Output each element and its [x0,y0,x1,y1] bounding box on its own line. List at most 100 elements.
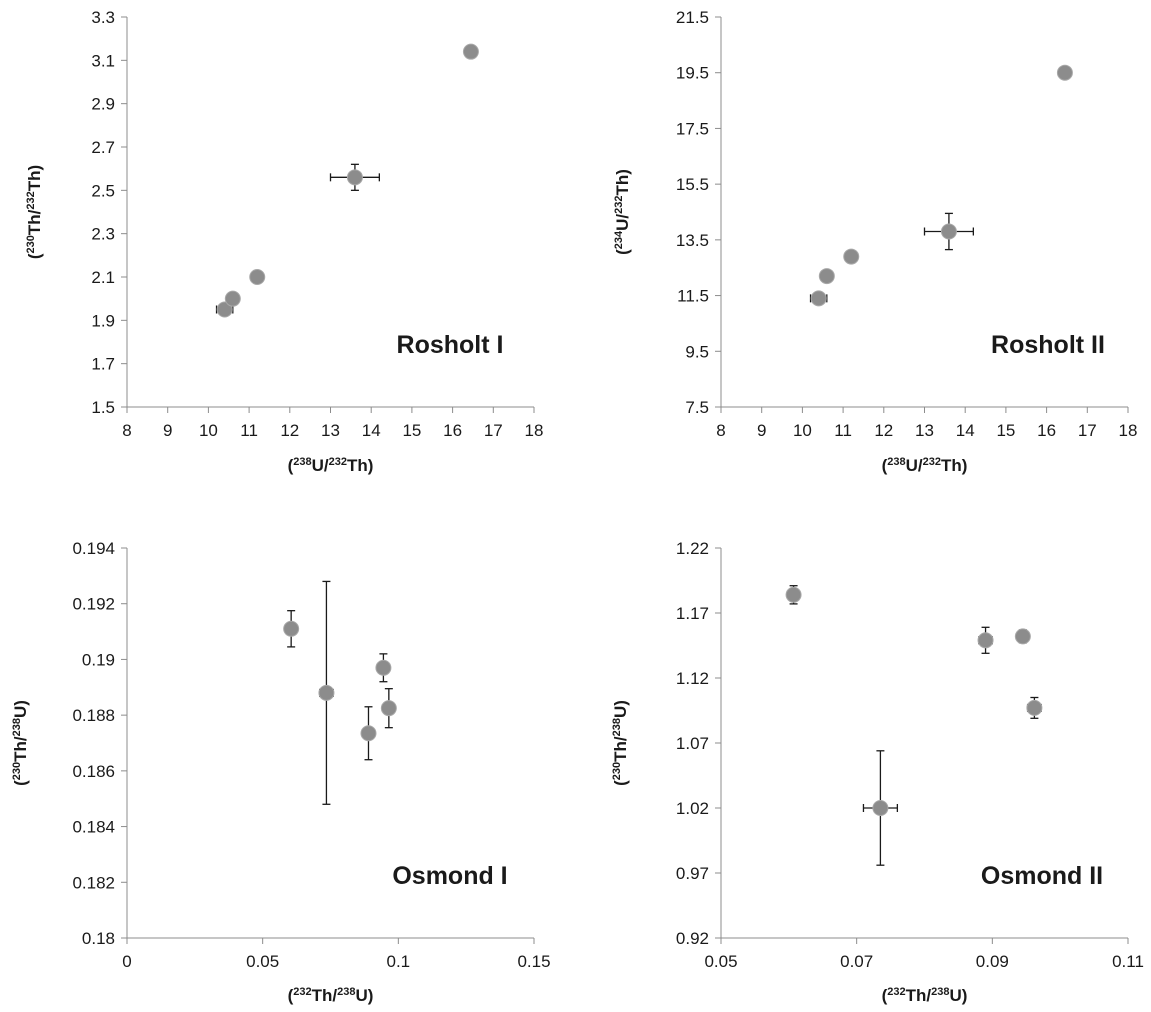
chart-panel-2: 7.5 9.5 11.5 13.5 15.5 17.5 19.5 21.5 8 9 10 11 12 13… [613,8,1137,475]
y-tick-label: 15.5 [676,175,709,194]
x-axis-label: (238U/232Th) [288,456,374,475]
data-point [923,212,974,251]
x-tick-label: 12 [280,421,299,440]
y-tick-label: 0.19 [82,650,115,669]
y-tick-label: 2.7 [91,138,115,157]
y-axis-label: (234U/232Th) [613,169,632,255]
x-tick-label: 12 [874,421,893,440]
x-tick-label: 18 [1119,421,1138,440]
data-point [360,706,377,761]
x-axis-label: (238U/232Th) [882,456,968,475]
y-tick-label: 1.9 [91,311,115,330]
data-point [249,269,266,285]
data-point [329,163,380,191]
point-marker [360,725,377,742]
x-tick-label: 9 [757,421,766,440]
x-tick-label: 10 [199,421,218,440]
y-tick-label: 2.1 [91,268,115,287]
x-tick-label: 11 [240,421,258,440]
data-point [977,626,994,654]
data-point [1056,64,1073,81]
y-tick-label: 1.17 [676,604,709,623]
y-tick-label: 3.3 [91,8,115,27]
point-marker [380,700,397,717]
y-tick-label: 1.5 [91,398,115,417]
x-tick-label: 17 [1078,421,1097,440]
y-tick-label: 11.5 [677,287,709,306]
data-point [843,248,860,265]
x-tick-label: 15 [996,421,1015,440]
x-tick-label: 0.15 [517,952,550,971]
y-axis-label: (230Th/238U) [11,700,30,786]
data-point [283,610,300,648]
chart-panel-3: 0.18 0.182 0.184 0.186 0.188 0.19 0.192 0.194 0 0… [11,539,551,1005]
x-tick-label: 9 [163,421,172,440]
x-tick-label: 13 [321,421,340,440]
x-tick-label: 16 [1037,421,1056,440]
point-marker [346,169,363,186]
point-marker [810,290,827,307]
panel-title: Rosholt I [397,331,504,359]
x-tick-label: 0.09 [976,952,1009,971]
y-tick-label: 2.5 [91,181,115,200]
x-tick-label: 17 [484,421,503,440]
data-point [785,585,802,605]
point-marker [818,268,835,285]
y-tick-label: 1.02 [676,799,709,818]
y-tick-label: 17.5 [676,119,709,138]
x-tick-label: 14 [956,421,975,440]
data-point [1014,628,1031,645]
point-marker [1014,628,1031,645]
y-tick-label: 0.188 [72,706,115,725]
data-point [862,750,899,866]
y-tick-label: 2.3 [91,225,115,244]
y-tick-label: 1.7 [91,355,115,374]
x-tick-label: 0.11 [1112,952,1144,971]
point-marker [375,659,392,676]
y-axis-label: (230Th/238U) [611,700,630,786]
y-tick-label: 0.18 [82,929,115,948]
y-tick-label: 0.192 [72,595,115,614]
point-marker [249,269,266,285]
point-marker [977,632,994,649]
point-marker [1056,64,1073,81]
panel-title: Osmond II [981,862,1103,890]
y-tick-label: 7.5 [685,398,709,417]
y-tick-label: 2.9 [91,95,115,114]
x-tick-label: 8 [122,421,131,440]
y-tick-label: 0.194 [72,539,115,558]
x-tick-label: 14 [362,421,381,440]
y-tick-label: 1.22 [676,539,709,558]
x-tick-label: 15 [402,421,421,440]
data-point [380,688,397,729]
chart-panel-1: 1.5 1.7 1.9 2.1 2.3 2.5 2.7 2.9 3.1 3.3 8 9 10 11 12 13… [25,8,543,475]
data-point [215,301,234,318]
x-tick-label: 18 [525,421,544,440]
y-axis-label: (230Th/232Th) [25,165,44,259]
x-tick-label: 0.07 [840,952,873,971]
y-tick-label: 1.12 [676,669,709,688]
point-marker [843,248,860,265]
y-tick-label: 13.5 [676,231,709,250]
data-point [462,43,479,60]
x-tick-label: 10 [793,421,812,440]
point-marker [318,684,335,701]
y-tick-label: 21.5 [676,8,709,27]
data-point [818,268,835,285]
y-tick-label: 0.92 [676,929,709,948]
point-marker [872,800,889,816]
x-tick-label: 0.05 [246,952,279,971]
data-point [375,653,392,683]
point-marker [1026,699,1043,716]
chart-panel-4: 0.92 0.97 1.02 1.07 1.12 1.17 1.22 0.05 0.07 0.09… [611,539,1144,1005]
y-tick-label: 0.182 [72,873,115,892]
data-point [224,290,241,307]
x-tick-label: 16 [443,421,462,440]
y-tick-label: 3.1 [91,51,115,70]
y-tick-label: 19.5 [676,64,709,83]
y-tick-label: 0.97 [676,864,709,883]
x-axis-label: (232Th/238U) [882,986,968,1005]
point-marker [283,620,300,637]
point-marker [224,290,241,307]
